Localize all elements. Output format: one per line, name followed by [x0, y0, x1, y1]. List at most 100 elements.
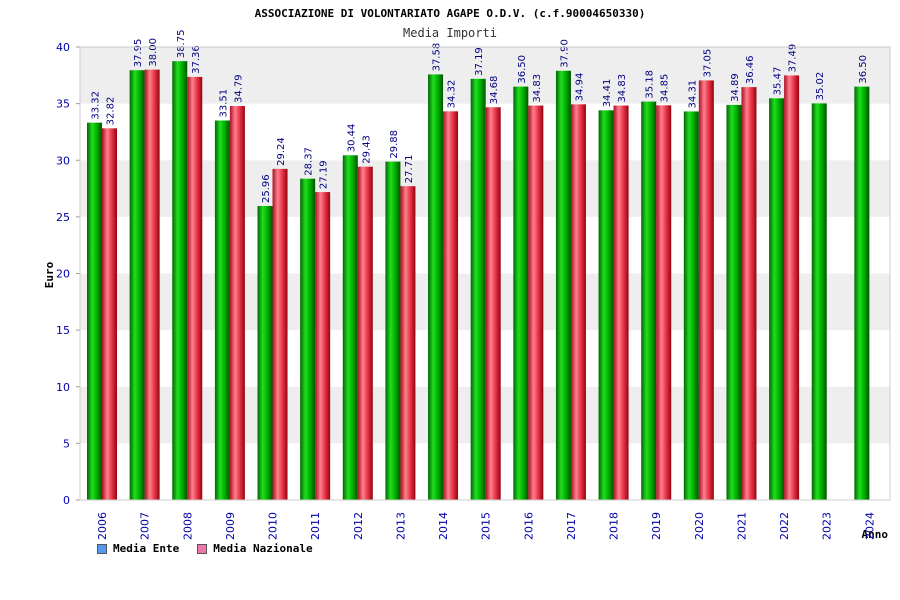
bar-value-label: 27.71 — [404, 155, 415, 184]
bar-media-nazionale — [400, 186, 416, 500]
bar-value-label: 29.88 — [389, 130, 400, 159]
bar-media-ente — [598, 110, 614, 500]
bar-value-label: 37.49 — [788, 44, 799, 73]
bars: 33.32 32.82 37.95 38.00 38.75 37.36 33.51 34.79… — [87, 30, 870, 501]
bar-media-nazionale — [102, 128, 117, 500]
bar-media-ente — [129, 70, 145, 500]
legend-item-media-nazionale: Media Nazionale — [197, 542, 313, 555]
x-tick-label: 2021 — [735, 512, 748, 540]
x-tick-label: 2014 — [437, 512, 450, 540]
y-tick-label: 35 — [56, 98, 70, 111]
x-tick-label: 2016 — [522, 512, 535, 540]
bar-value-label: 27.19 — [319, 160, 330, 189]
bar-media-nazionale — [656, 105, 672, 500]
legend-label-media-nazionale: Media Nazionale — [213, 542, 313, 555]
bar-media-ente — [428, 74, 444, 501]
bar-media-nazionale — [528, 105, 544, 501]
legend-item-media-ente: Media Ente — [97, 542, 179, 555]
x-tick-label: 2011 — [309, 512, 322, 540]
bar-value-label: 37.95 — [133, 39, 144, 68]
bar-media-ente — [854, 86, 870, 500]
bar-media-nazionale — [613, 105, 629, 501]
x-tick-label: 2017 — [565, 512, 578, 540]
bar-media-ente — [726, 104, 742, 500]
bar-media-ente — [87, 122, 102, 500]
bar-value-label: 35.18 — [645, 70, 656, 99]
bar-media-ente — [257, 206, 273, 501]
bar-media-nazionale — [485, 107, 501, 501]
bar-media-ente — [214, 120, 230, 500]
bar-value-label: 34.68 — [489, 76, 500, 105]
bar-value-label: 36.46 — [745, 55, 756, 84]
legend-swatch-media-ente — [97, 543, 107, 554]
legend-swatch-media-nazionale — [197, 543, 208, 554]
bar-media-nazionale — [357, 166, 373, 500]
y-tick-label: 10 — [56, 381, 70, 394]
bar-media-nazionale — [229, 106, 245, 501]
bar-media-ente — [300, 178, 316, 500]
bar-media-ente — [172, 61, 188, 500]
chart-title: ASSOCIAZIONE DI VOLONTARIATO AGAPE O.D.V… — [255, 7, 646, 20]
y-tick-label: 25 — [56, 211, 70, 224]
x-tick-label: 2010 — [267, 512, 280, 540]
bar-value-label: 35.02 — [815, 72, 826, 101]
y-tick-label: 15 — [56, 324, 70, 337]
bar-value-label: 35.47 — [773, 67, 784, 96]
bar-value-label: 38.00 — [148, 38, 159, 67]
bar-value-label: 37.36 — [191, 45, 202, 74]
bar-value-label: 36.50 — [858, 55, 869, 84]
y-tick-label: 0 — [63, 494, 70, 507]
x-tick-label: 2023 — [821, 512, 834, 540]
bar-value-label: 34.89 — [730, 73, 741, 102]
bar-value-label: 37.58 — [432, 43, 443, 72]
x-tick-label: 2015 — [480, 512, 493, 540]
bar-value-label: 37.19 — [474, 47, 485, 76]
bar-value-label: 37.90 — [559, 39, 570, 68]
bar-value-label: 34.41 — [602, 79, 613, 108]
x-tick-label: 2019 — [650, 512, 663, 540]
bar-media-nazionale — [315, 192, 331, 501]
bar-value-label: 34.94 — [574, 73, 585, 102]
bar-value-label: 33.51 — [218, 89, 229, 118]
bar-value-label: 36.50 — [517, 55, 528, 84]
chart-subtitle: Media Importi — [403, 26, 497, 40]
x-tick-label: 2012 — [352, 512, 365, 540]
x-tick-label: 2013 — [394, 512, 407, 540]
bar-media-nazionale — [144, 69, 160, 501]
bar-media-ente — [683, 111, 699, 501]
bar-media-ente — [641, 101, 657, 501]
x-tick-label: 2007 — [139, 512, 152, 540]
bar-media-nazionale — [187, 76, 203, 500]
bar-media-nazionale — [272, 168, 288, 500]
bar-media-ente — [811, 103, 827, 500]
bar-value-label: 34.83 — [617, 74, 628, 103]
bar-media-ente — [513, 86, 529, 500]
y-axis-ticks: 0 5 10 15 20 25 30 35 40 — [56, 41, 80, 507]
bar-value-label: 34.85 — [660, 74, 671, 103]
bar-media-ente — [385, 161, 401, 500]
bar-value-label: 25.96 — [261, 174, 272, 203]
y-tick-label: 5 — [63, 437, 70, 450]
legend-label-media-ente: Media Ente — [113, 542, 180, 555]
bar-media-nazionale — [741, 87, 757, 500]
bar-media-ente — [470, 78, 486, 501]
bar-value-label: 33.32 — [91, 91, 102, 120]
x-tick-label: 2022 — [778, 512, 791, 540]
legend: Media Ente Media Nazionale — [97, 542, 313, 555]
x-tick-label: 2008 — [181, 512, 194, 540]
bar-value-label: 34.32 — [447, 80, 458, 109]
bar-media-ente — [769, 98, 785, 501]
y-tick-label: 30 — [56, 154, 70, 167]
y-tick-label: 20 — [56, 268, 70, 281]
bar-value-label: 32.82 — [106, 97, 117, 126]
x-tick-label: 2009 — [224, 512, 237, 540]
x-axis-label: Anno — [862, 528, 889, 541]
x-tick-label: 2018 — [608, 512, 621, 540]
x-tick-label: 2024 — [863, 512, 876, 540]
bar-value-label: 34.83 — [532, 74, 543, 103]
plot-frame — [79, 46, 891, 501]
bar-value-label: 37.05 — [702, 49, 713, 78]
bar-media-ente — [555, 70, 571, 500]
bar-media-ente — [342, 155, 358, 500]
bar-value-label: 34.31 — [687, 80, 698, 109]
